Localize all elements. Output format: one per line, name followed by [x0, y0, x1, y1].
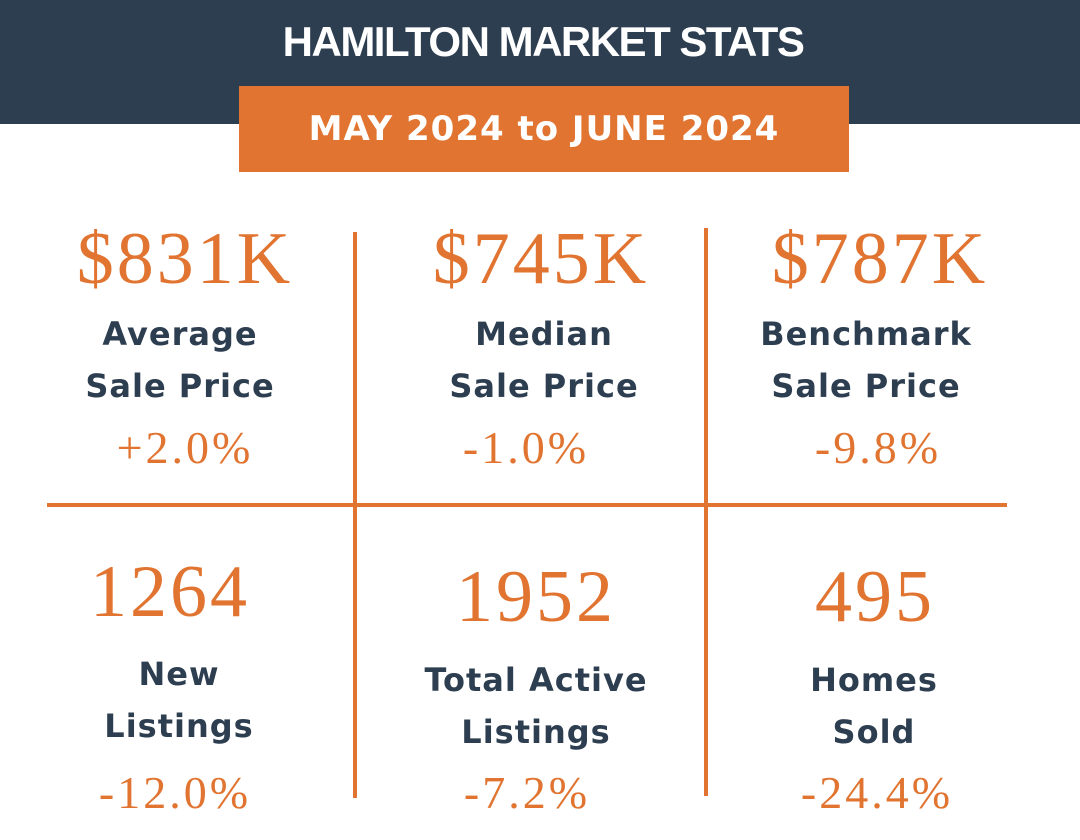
page-title: HAMILTON MARKET STATS: [282, 18, 805, 65]
stat-label-line: Sale Price: [85, 367, 275, 405]
stat-label-line: Listings: [461, 713, 611, 751]
stat-homes-sold: 495 Homes Sold -24.4%: [745, 0, 1015, 840]
divider-horizontal: [47, 503, 1007, 507]
stat-label: Average Sale Price: [45, 308, 315, 412]
stat-label: Benchmark Sale Price: [731, 308, 1001, 412]
stat-label-line: Sold: [832, 713, 916, 751]
stat-value: $831K: [76, 218, 294, 300]
stat-value: 495: [815, 556, 935, 638]
stat-label-line: New: [138, 655, 220, 693]
stat-change: -9.8%: [814, 422, 942, 473]
divider-vertical-left: [353, 232, 357, 798]
stat-label: Homes Sold: [739, 654, 1009, 758]
stat-value: $787K: [771, 218, 989, 300]
stat-change: -12.0%: [98, 767, 252, 818]
stat-median-sale-price: $745K Median Sale Price -1.0%: [406, 0, 676, 840]
stat-label-line: Total Active: [424, 661, 648, 699]
stat-label-line: Homes: [810, 661, 938, 699]
stat-change: +2.0%: [116, 422, 254, 473]
stat-label-line: Listings: [104, 707, 254, 745]
stat-label-line: Average: [102, 315, 258, 353]
stat-total-active-listings: 1952 Total Active Listings -7.2%: [406, 0, 676, 840]
date-range-badge: MAY 2024 to JUNE 2024: [239, 86, 849, 172]
divider-vertical-right: [704, 228, 708, 796]
stat-benchmark-sale-price: $787K Benchmark Sale Price -9.8%: [745, 0, 1015, 840]
stat-label-line: Benchmark: [760, 315, 972, 353]
stat-change: -7.2%: [463, 767, 591, 818]
stat-average-sale-price: $831K Average Sale Price +2.0%: [50, 0, 320, 840]
stat-label-line: Sale Price: [449, 367, 639, 405]
stat-label-line: Median: [475, 315, 613, 353]
stat-new-listings: 1264 New Listings -12.0%: [50, 0, 320, 840]
stat-change: -1.0%: [462, 422, 590, 473]
stat-label: New Listings: [44, 648, 314, 752]
stat-label-line: Sale Price: [771, 367, 961, 405]
stat-change: -24.4%: [800, 767, 954, 818]
stat-value: 1952: [456, 556, 616, 638]
stat-value: 1264: [90, 551, 250, 633]
stat-value: $745K: [432, 218, 650, 300]
stat-label: Total Active Listings: [401, 654, 671, 758]
stat-label: Median Sale Price: [409, 308, 679, 412]
